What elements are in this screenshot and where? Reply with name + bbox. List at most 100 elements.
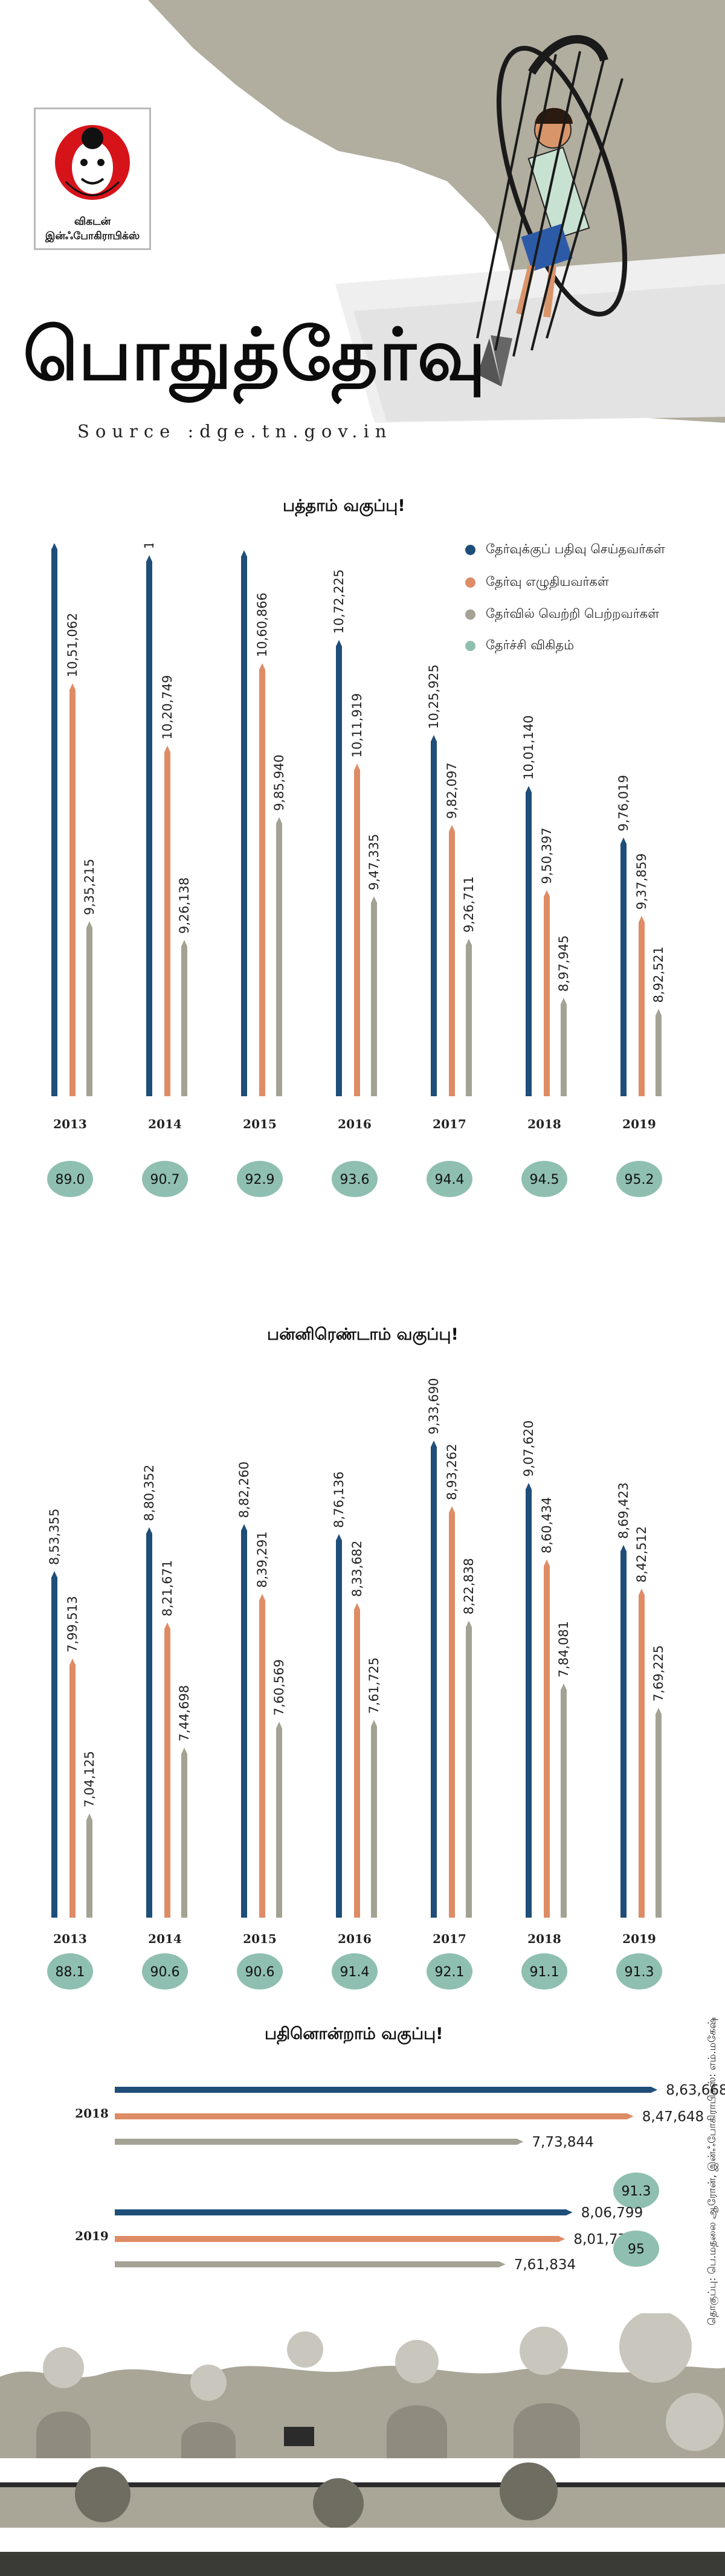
x-tick-2017: 2017: [433, 1932, 466, 1946]
data-label-appeared-2013: 10,51,062: [65, 612, 80, 677]
bar-registered-2015: [241, 1530, 247, 1918]
hbar-tip-registered-2019: [566, 2209, 573, 2215]
pass-rate-circle-2017: [427, 1161, 472, 1197]
bar-passed-2014: [181, 946, 187, 1096]
pass-rate-label-2018: 91.1: [530, 1965, 559, 1980]
bar-registered-2013: [51, 1577, 57, 1918]
pass-rate-circle-2016: [332, 1161, 378, 1197]
data-label-passed-2018: 8,97,945: [556, 935, 571, 992]
x-tick-2015: 2015: [243, 1932, 277, 1946]
data-label-passed-2017: 9,26,711: [462, 876, 476, 933]
bar-tip-passed-2017: [466, 939, 472, 946]
hbar-appeared-2019: [115, 2236, 559, 2242]
x-tick-2015: 2015: [243, 1117, 277, 1131]
bar-tip-passed-2016: [371, 1720, 377, 1727]
bar-registered-2015: [241, 556, 247, 1096]
data-label-passed-2017: 8,22,838: [462, 1558, 476, 1615]
chart-12th: 8,53,355 7,99,513 7,04,125 2013 88.1 8,80,352…: [47, 1378, 666, 1990]
bar-tip-appeared-2017: [449, 824, 455, 832]
x-tick-2014: 2014: [148, 1932, 182, 1946]
bar-passed-2016: [371, 902, 377, 1096]
laptop-1: [284, 2427, 314, 2446]
bar-tip-appeared-2019: [639, 1588, 645, 1596]
bar-passed-2018: [561, 1689, 567, 1918]
classroom-illustration: [0, 2313, 725, 2576]
bar-tip-appeared-2013: [69, 683, 76, 690]
data-label-appeared-2014: 8,21,671: [160, 1560, 175, 1617]
pass-rate-circle-2014: [142, 1161, 188, 1197]
vikatan-logo: விகடன் இன்ஃபோகிராபிக்ஸ்: [34, 108, 151, 250]
logo-text-line2: இன்ஃபோகிராபிக்ஸ்: [45, 230, 140, 242]
bar-passed-2013: [86, 1819, 92, 1918]
data-label-appeared-2016: 8,33,682: [350, 1540, 364, 1597]
data-label-appeared-2019: 9,37,859: [634, 853, 649, 910]
bar-tip-appeared-2017: [449, 1506, 455, 1513]
bar-registered-2017: [431, 740, 437, 1096]
bar-tip-passed-2018: [561, 1683, 567, 1691]
bar-tip-registered-2015: [241, 1524, 247, 1531]
data-label-passed-2019: 7,69,225: [651, 1645, 666, 1702]
floor-band: [0, 2552, 725, 2576]
pass-rate-label-2016: 93.6: [340, 1172, 370, 1187]
hbar-tip-registered-2018: [651, 2087, 658, 2093]
hbar-label-registered-2019: 8,06,799: [581, 2205, 643, 2221]
bar-tip-appeared-2018: [544, 890, 550, 897]
bar-passed-2019: [656, 1015, 662, 1096]
pass-rate-label-2013: 88.1: [56, 1965, 85, 1980]
legend-dot-pass-rate: [465, 641, 475, 651]
pass-rate-circle-2016: [332, 1953, 378, 1990]
legend-dot-appeared: [465, 577, 475, 588]
chart-10th: 11,19,47810,51,0629,35,215201389.011,13,…: [47, 544, 666, 1197]
pass-rate-circle-2013: [47, 1161, 93, 1197]
bar-appeared-2014: [164, 1628, 170, 1918]
data-label-appeared-2015: 8,39,291: [255, 1531, 269, 1588]
pass-rate-label-2013: 89.0: [56, 1172, 85, 1187]
data-label-appeared-2015: 10,60,866: [255, 593, 269, 657]
y-tick-2018: 2018: [75, 2106, 109, 2121]
hbar-label-passed-2018: 7,73,844: [532, 2134, 593, 2150]
pen-cage-illustration: [476, 35, 628, 387]
bar-appeared-2015: [259, 1599, 265, 1918]
legend-label-passed: தேர்வில் வெற்றி பெற்றவர்கள்: [486, 606, 660, 621]
pass-rate-label-2015: 90.6: [245, 1965, 275, 1980]
pass-rate-label-2017: 92.1: [435, 1965, 465, 1980]
bar-appeared-2019: [639, 922, 645, 1096]
pass-rate-circle-2018: [521, 1161, 567, 1197]
x-tick-2013: 2013: [53, 1932, 87, 1946]
pass-rate-label-2014: 90.7: [150, 1172, 180, 1187]
y-tick-2019: 2019: [75, 2229, 109, 2243]
bar-tip-passed-2018: [561, 997, 567, 1004]
data-label-passed-2013: 7,04,125: [82, 1751, 97, 1808]
bar-tip-passed-2019: [656, 1009, 662, 1016]
data-label-appeared-2017: 8,93,262: [445, 1444, 459, 1500]
bar-tip-passed-2013: [86, 921, 92, 928]
data-label-passed-2019: 8,92,521: [651, 946, 666, 1003]
hbar-tip-passed-2019: [498, 2261, 506, 2267]
data-label-passed-2018: 7,84,081: [556, 1621, 571, 1678]
data-label-registered-2017: 9,33,690: [427, 1378, 441, 1434]
bar-registered-2014: [146, 561, 152, 1096]
bar-tip-registered-2017: [431, 734, 437, 742]
pass-rate-circle-2018: [613, 2173, 659, 2209]
bar-tip-passed-2017: [466, 1620, 472, 1628]
bar-appeared-2018: [544, 896, 550, 1096]
pass-rate-label-2016: 91.4: [340, 1965, 370, 1980]
bar-tip-passed-2015: [276, 1721, 282, 1729]
x-tick-2019: 2019: [622, 1932, 656, 1946]
bar-tip-appeared-2015: [259, 663, 265, 670]
hbar-passed-2019: [115, 2261, 500, 2267]
bar-passed-2013: [86, 927, 92, 1096]
desk-row-2: [0, 2528, 725, 2552]
data-label-appeared-2014: 10,20,749: [160, 675, 175, 740]
x-tick-2019: 2019: [622, 1117, 656, 1131]
legend-dot-passed: [465, 609, 475, 620]
data-label-appeared-2019: 8,42,512: [634, 1526, 649, 1583]
chart3-title: பதினொன்றாம் வகுப்பு!: [265, 2025, 443, 2043]
bar-tip-registered-2016: [336, 640, 342, 647]
bar-tip-appeared-2013: [69, 1658, 76, 1665]
bar-tip-passed-2014: [181, 1747, 187, 1755]
bar-tip-registered-2013: [51, 544, 57, 550]
pass-rate-label-2017: 94.4: [435, 1172, 465, 1187]
data-label-registered-2019: 9,76,019: [616, 775, 631, 832]
bar-registered-2016: [336, 1540, 342, 1918]
